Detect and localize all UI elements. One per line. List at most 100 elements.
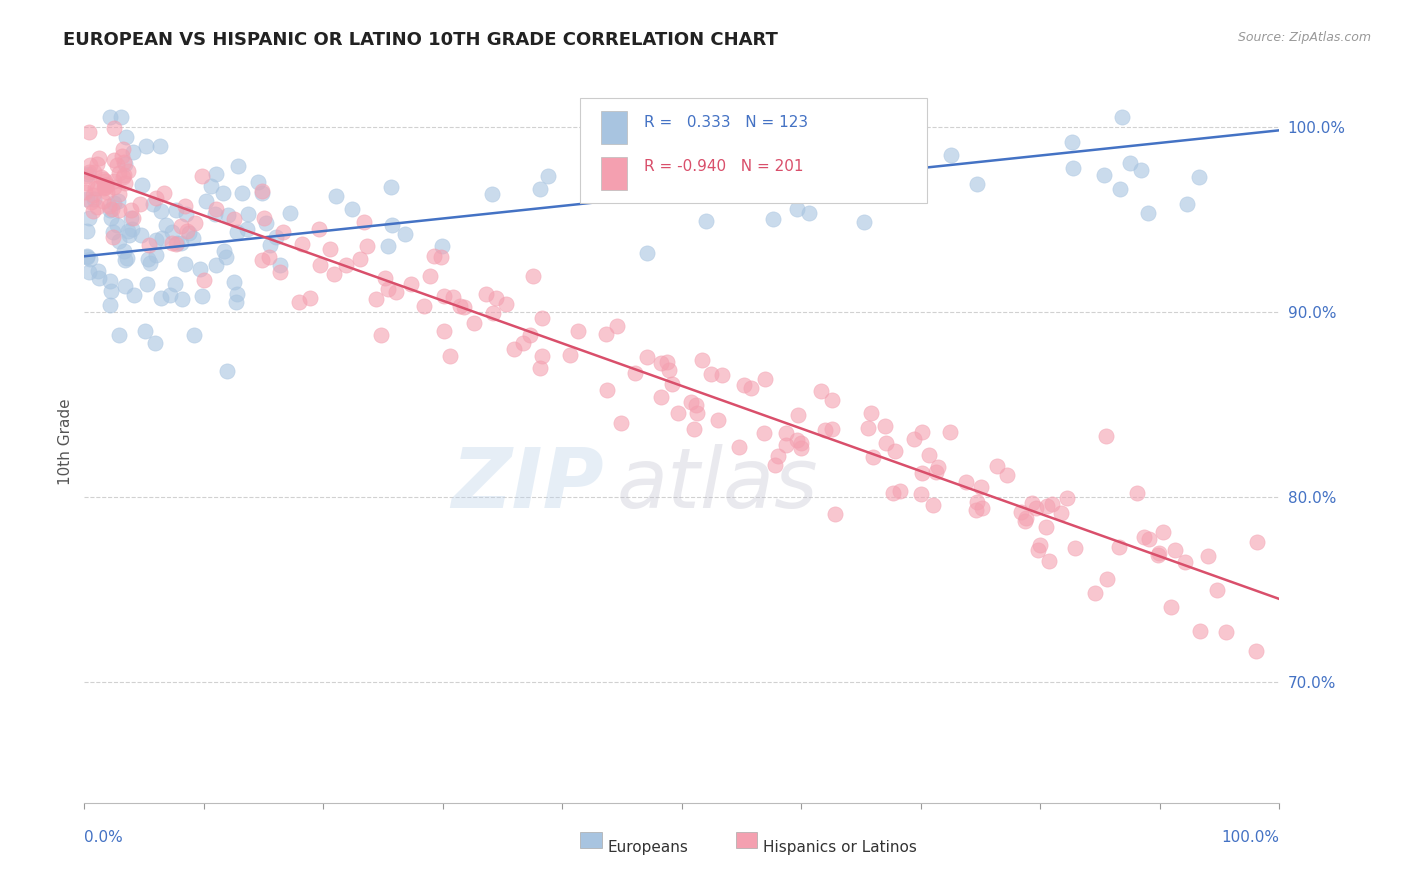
Point — [319, 243, 342, 257]
Point — [1015, 511, 1038, 525]
Point — [215, 250, 238, 264]
Point — [636, 246, 658, 260]
Point — [821, 422, 844, 436]
Point — [190, 169, 212, 184]
Point — [1060, 135, 1083, 149]
Point — [377, 239, 399, 253]
Point — [519, 327, 541, 342]
Point — [707, 413, 730, 427]
Point — [179, 226, 201, 240]
Point — [138, 238, 160, 252]
Point — [1029, 538, 1052, 552]
Point — [176, 224, 198, 238]
Point — [1197, 549, 1219, 563]
Point — [117, 252, 139, 266]
Point — [1108, 540, 1130, 554]
Point — [114, 253, 136, 268]
Point — [150, 231, 173, 245]
Point — [1092, 168, 1115, 182]
Point — [93, 180, 115, 194]
Point — [111, 142, 134, 156]
Point — [236, 207, 259, 221]
Point — [650, 390, 672, 404]
Point — [786, 433, 808, 447]
Bar — [600, 112, 627, 144]
Point — [1026, 542, 1049, 557]
Point — [76, 176, 98, 190]
Point — [700, 367, 723, 381]
Point — [103, 196, 125, 211]
Point — [485, 291, 508, 305]
Point — [76, 250, 98, 264]
Point — [1056, 491, 1078, 505]
Point — [529, 361, 551, 376]
Point — [87, 263, 110, 277]
Point — [76, 192, 98, 206]
Point — [204, 207, 226, 221]
Point — [419, 269, 441, 284]
Point — [77, 211, 100, 225]
Point — [1021, 496, 1043, 510]
Point — [856, 421, 879, 435]
Point — [79, 158, 101, 172]
Point — [340, 202, 363, 216]
Point — [986, 458, 1008, 473]
Point — [264, 229, 287, 244]
Point — [377, 282, 399, 296]
Text: atlas: atlas — [616, 444, 818, 525]
Point — [921, 498, 943, 512]
Point — [685, 398, 707, 412]
Point — [775, 438, 797, 452]
Point — [93, 178, 115, 192]
Bar — [581, 831, 602, 847]
Point — [610, 416, 633, 430]
Point — [291, 237, 314, 252]
Point — [430, 239, 453, 253]
Point — [87, 151, 110, 165]
Point — [84, 181, 107, 195]
Point — [107, 194, 129, 209]
Point — [96, 178, 118, 193]
Point — [183, 328, 205, 343]
Point — [174, 206, 197, 220]
Point — [728, 440, 751, 454]
Point — [107, 234, 129, 248]
Point — [269, 258, 291, 272]
Point — [105, 158, 128, 172]
Point — [121, 222, 143, 236]
Point — [76, 249, 98, 263]
Point — [103, 153, 125, 168]
Point — [995, 468, 1018, 483]
Point — [124, 288, 146, 302]
Point — [474, 287, 496, 301]
Point — [370, 327, 392, 342]
Point — [159, 288, 181, 302]
Point — [288, 295, 311, 310]
Point — [924, 465, 946, 479]
Point — [172, 292, 194, 306]
Point — [120, 202, 142, 217]
Point — [98, 203, 121, 218]
Point — [394, 227, 416, 241]
Point — [94, 180, 117, 194]
Point — [349, 252, 371, 267]
Point — [1094, 429, 1116, 443]
Text: ZIP: ZIP — [451, 444, 605, 525]
Point — [482, 306, 505, 320]
Point — [97, 199, 120, 213]
Point — [222, 275, 245, 289]
Point — [955, 475, 977, 489]
Point — [835, 163, 858, 178]
FancyBboxPatch shape — [581, 98, 927, 203]
Point — [1035, 520, 1057, 534]
Point — [91, 171, 114, 186]
Point — [567, 324, 589, 338]
Point — [108, 187, 131, 202]
Point — [763, 458, 786, 473]
Point — [174, 199, 197, 213]
Point — [1137, 532, 1160, 546]
Point — [174, 257, 197, 271]
Point — [100, 202, 122, 217]
Point — [657, 355, 679, 369]
Point — [1119, 155, 1142, 169]
